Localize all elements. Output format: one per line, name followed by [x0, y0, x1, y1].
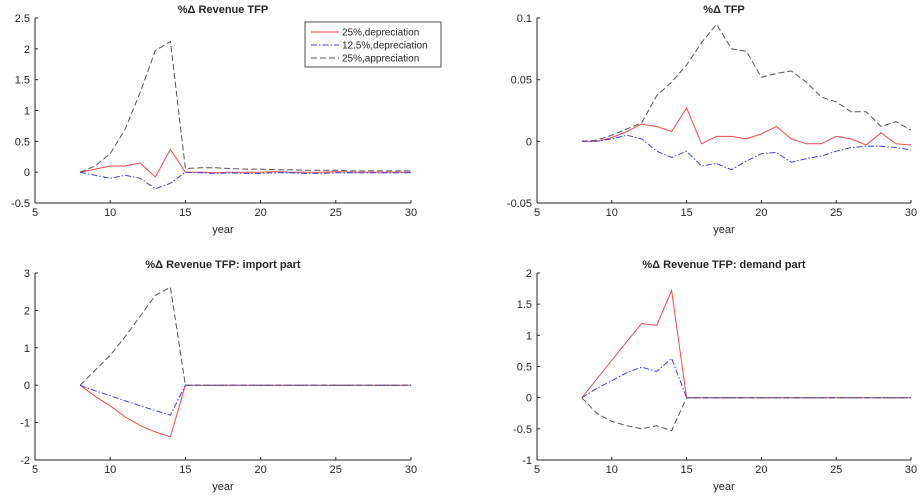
plot-panel-2: 5 10 15 20 25 30 -0.05 0 0.05 0.1 year %Δ TFP — [507, 4, 917, 236]
y-tick-label: 0 — [24, 380, 30, 392]
series-line-2 — [79, 171, 411, 190]
x-tick-label: 10 — [104, 464, 116, 476]
x-tick-label: 20 — [254, 464, 266, 476]
x-tick-label: 25 — [830, 207, 842, 219]
x-axis-title: year — [713, 224, 735, 236]
y-tick-label: 2 — [24, 44, 30, 56]
x-tick-label: 15 — [179, 207, 191, 219]
y-tick-label: 0 — [526, 393, 532, 405]
y-tick-label: 0 — [526, 136, 532, 148]
series-line-3 — [581, 23, 911, 142]
series-group — [581, 288, 911, 432]
legend-label-2: 12.5%,depreciation — [342, 41, 428, 52]
y-tick-label: 0.5 — [15, 136, 30, 148]
y-tick-label: 1.5 — [517, 299, 532, 311]
y-tick-label: 2 — [526, 268, 532, 280]
x-tick-label: 5 — [534, 207, 540, 219]
x-tick-label: 25 — [330, 207, 342, 219]
plot-panel-4: 5 10 15 20 25 30 -1 -0.5 0 0.5 1 1.5 2 year %Δ Revenue… — [513, 259, 917, 493]
x-axis-title: year — [212, 481, 234, 493]
x-tick-label: 30 — [405, 207, 417, 219]
x-tick-label: 20 — [755, 207, 767, 219]
series-line-3 — [79, 286, 411, 386]
y-tick-label: 3 — [24, 268, 30, 280]
y-tick-label: -2 — [20, 455, 30, 467]
x-tick-label: 30 — [405, 464, 417, 476]
series-line-3 — [79, 40, 411, 173]
x-tick-label: 30 — [905, 464, 917, 476]
plot-panel-3: 5 10 15 20 25 30 -2 -1 0 1 2 3 year %Δ Revenue TFP: i… — [20, 259, 417, 493]
x-tick-label: 15 — [680, 464, 692, 476]
x-tick-label: 5 — [534, 464, 540, 476]
y-tick-label: 1.5 — [15, 75, 30, 87]
y-tick-label: -0.5 — [513, 424, 532, 436]
x-tick-label: 5 — [32, 207, 38, 219]
x-tick-label: 10 — [606, 207, 618, 219]
series-line-1 — [79, 148, 411, 178]
series-line-1 — [581, 106, 911, 146]
x-tick-label: 15 — [179, 464, 191, 476]
y-tick-label: 1 — [526, 330, 532, 342]
y-tick-label: -1 — [522, 455, 532, 467]
x-tick-label: 10 — [104, 207, 116, 219]
plot-title: %Δ Revenue TFP: import part — [145, 259, 301, 271]
x-tick-label: 30 — [905, 207, 917, 219]
x-tick-label: 20 — [254, 207, 266, 219]
x-tick-label: 20 — [755, 464, 767, 476]
series-group — [79, 40, 411, 190]
legend-label-1: 25%,depreciation — [342, 28, 419, 39]
plot-title: %Δ Revenue TFP: demand part — [642, 259, 805, 271]
x-tick-label: 25 — [830, 464, 842, 476]
x-tick-label: 15 — [680, 207, 692, 219]
y-tick-label: 0.5 — [517, 362, 532, 374]
y-tick-label: 1 — [24, 343, 30, 355]
x-axis-title: year — [212, 224, 234, 236]
x-tick-label: 5 — [32, 464, 38, 476]
legend-label-3: 25%,appreciation — [342, 54, 419, 65]
plot-title: %Δ Revenue TFP — [178, 4, 268, 16]
plot-area — [537, 273, 911, 460]
y-tick-label: 2.5 — [15, 13, 30, 25]
y-tick-label: -0.05 — [507, 198, 532, 210]
x-tick-label: 10 — [606, 464, 618, 476]
y-tick-label: -1 — [20, 418, 30, 430]
y-tick-label: 0.05 — [511, 75, 532, 87]
y-tick-label: 1 — [24, 106, 30, 118]
y-tick-label: 0 — [24, 167, 30, 179]
plot-area — [537, 18, 911, 203]
y-tick-label: 0.1 — [517, 13, 532, 25]
plot-panel-1: 5 10 15 20 25 30 -0.5 0 0.5 1 1.5 2 2.5 year %Δ Revenu… — [11, 4, 442, 236]
y-tick-label: 2 — [24, 305, 30, 317]
series-group — [79, 286, 411, 438]
y-tick-label: -0.5 — [11, 198, 30, 210]
legend: 25%,depreciation 12.5%,depreciation 25%,ap… — [304, 21, 442, 68]
x-tick-label: 25 — [330, 464, 342, 476]
plot-title: %Δ TFP — [703, 4, 745, 16]
x-axis-title: year — [713, 481, 735, 493]
series-line-3 — [581, 397, 911, 432]
series-group — [581, 23, 911, 171]
plot-area — [35, 273, 411, 460]
